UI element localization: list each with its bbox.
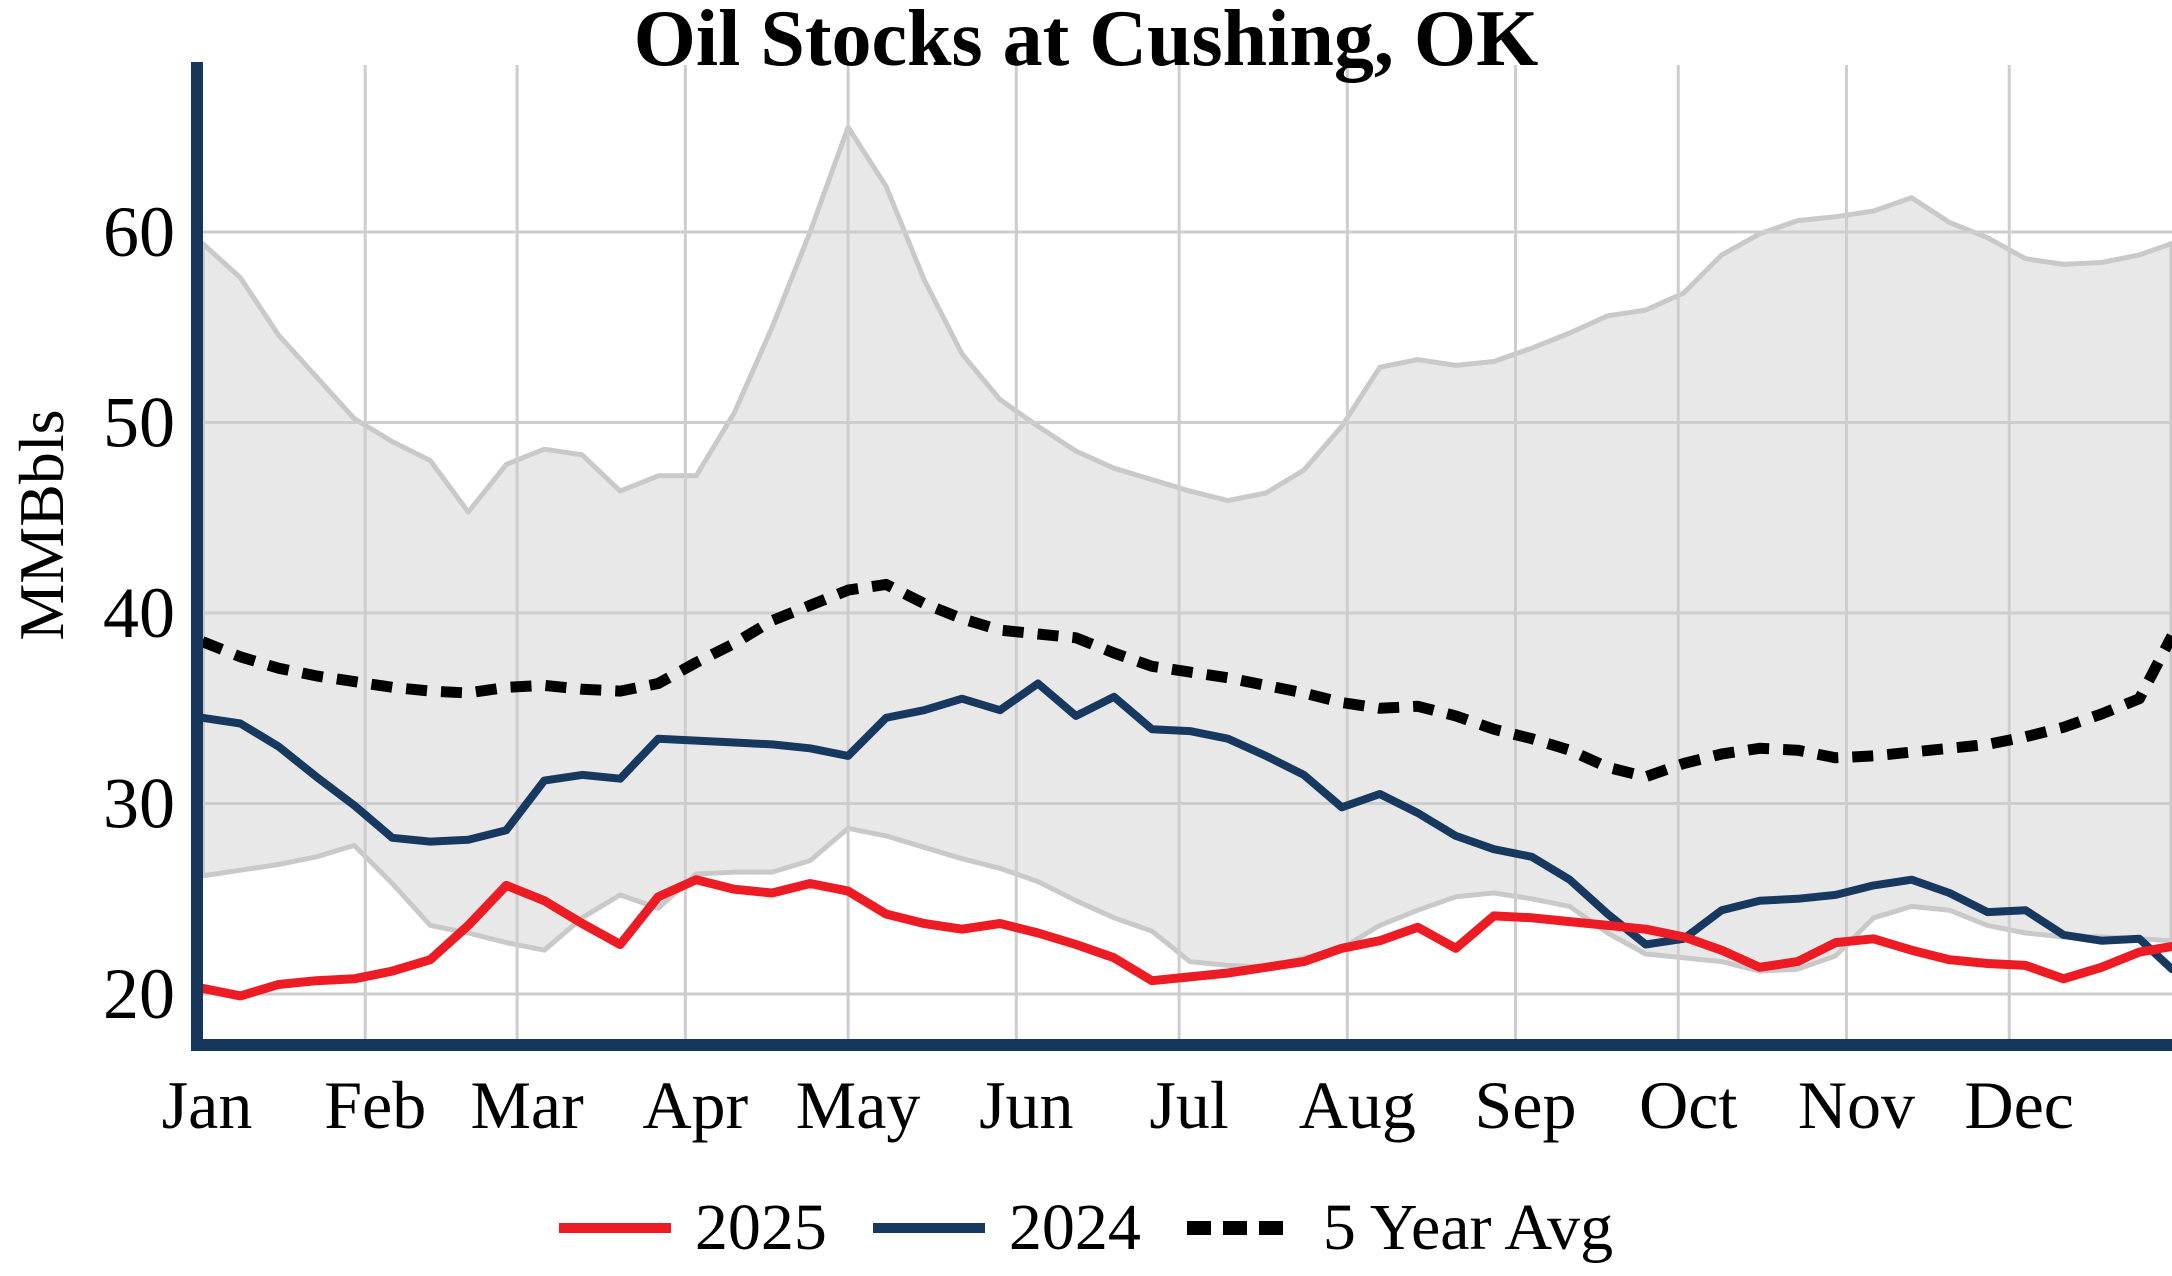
legend-dotted-line-icon xyxy=(1186,1221,1299,1235)
legend-item-2024: 2024 xyxy=(872,1190,1141,1266)
legend: 2025 2024 5 Year Avg xyxy=(0,1190,2172,1266)
x-tick-label: Dec xyxy=(1964,1067,2073,1143)
y-tick-label: 30 xyxy=(103,764,175,844)
y-tick-label: 60 xyxy=(103,192,175,272)
five-year-range-band xyxy=(199,124,2172,974)
x-tick-label: Aug xyxy=(1299,1067,1416,1143)
x-tick-label: Nov xyxy=(1798,1067,1915,1143)
line-5-year-avg xyxy=(200,578,2172,783)
legend-item-2025: 2025 xyxy=(558,1190,827,1266)
x-tick-label: Jun xyxy=(979,1067,1073,1143)
x-tick-label: Jan xyxy=(162,1067,253,1143)
y-tick-label: 40 xyxy=(103,573,175,653)
legend-line-2025 xyxy=(558,1223,671,1233)
y-axis-label: MMBbls xyxy=(6,409,77,641)
x-tick-label: Sep xyxy=(1474,1067,1576,1143)
x-tick-label: Apr xyxy=(642,1067,748,1143)
legend-item-5yr-avg: 5 Year Avg xyxy=(1186,1190,1614,1266)
y-tick-label: 20 xyxy=(103,954,175,1034)
chart-title: Oil Stocks at Cushing, OK xyxy=(633,0,1539,83)
y-tick-label: 50 xyxy=(103,383,175,463)
line-2024 xyxy=(198,679,2172,974)
x-tick-label: Oct xyxy=(1639,1067,1737,1143)
legend-label-2024: 2024 xyxy=(1008,1191,1141,1264)
x-tick-label: May xyxy=(796,1067,921,1143)
line-2025 xyxy=(197,875,2172,1001)
x-tick-label: Jul xyxy=(1149,1067,1228,1143)
x-tick-label: Mar xyxy=(470,1067,584,1143)
legend-line-2024 xyxy=(872,1223,985,1233)
x-tick-label: Feb xyxy=(324,1067,426,1143)
legend-label-5yr-avg: 5 Year Avg xyxy=(1322,1191,1614,1264)
legend-label-2025: 2025 xyxy=(694,1191,827,1264)
